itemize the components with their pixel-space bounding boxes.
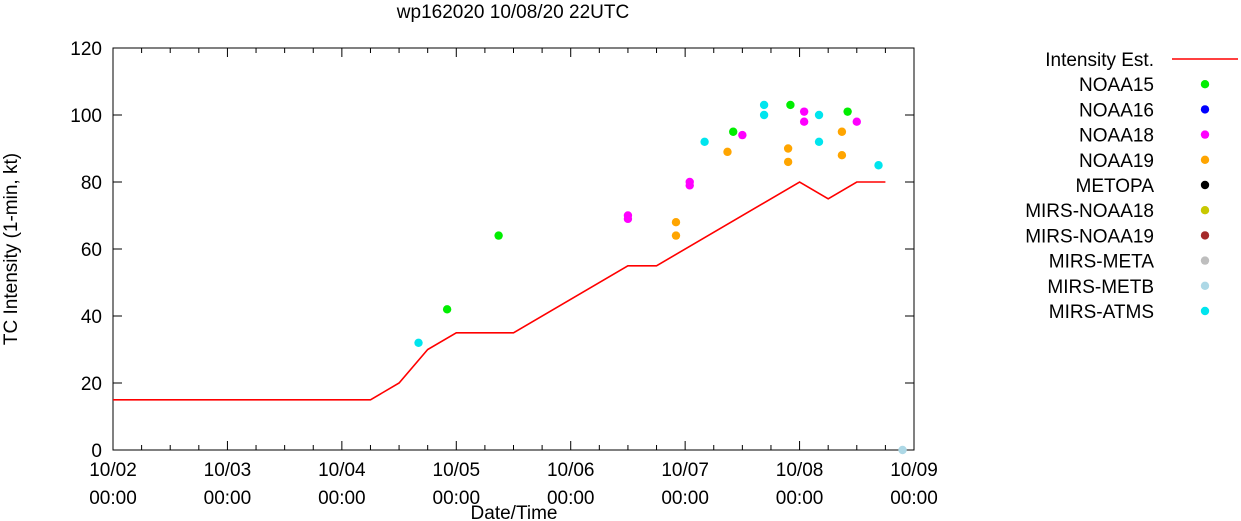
plot-frame (112, 47, 915, 451)
noaa19-point (837, 151, 847, 160)
mirs-atms-point (814, 137, 824, 146)
x-tick-label-time: 00:00 (661, 488, 709, 509)
legend-label-mirs-noaa18: MIRS-NOAA18 (1025, 201, 1154, 222)
mirs-atms-point (414, 338, 423, 347)
x-tick-label-time: 00:00 (890, 488, 938, 509)
y-tick-label: 40 (81, 307, 102, 328)
noaa15-point (729, 127, 738, 136)
x-tick-label-date: 10/09 (890, 460, 938, 481)
y-axis-label: TC Intensity (1-min, kt) (1, 153, 22, 345)
noaa19-point (723, 147, 732, 157)
legend-label-metopa: METOPA (1076, 176, 1155, 197)
noaa15-point (494, 231, 503, 240)
legend-swatch-metopa (1200, 180, 1210, 190)
mirs-atms-point (759, 100, 769, 110)
noaa19-point (671, 218, 681, 227)
scatter-points-group (414, 100, 907, 455)
y-tick-label: 60 (81, 240, 102, 261)
x-tick-label-time: 00:00 (433, 488, 481, 509)
noaa18-point (623, 214, 633, 224)
chart-title: wp162020 10/08/20 22UTC (396, 2, 629, 23)
mirs-atms-point (874, 161, 883, 170)
legend-swatch-mirs-noaa19 (1200, 231, 1210, 240)
noaa19-point (783, 157, 793, 167)
y-tick-label: 80 (81, 173, 102, 194)
noaa19-point (783, 144, 793, 153)
y-tick-label: 0 (91, 441, 102, 462)
legend-swatch-mirs-noaa18 (1200, 206, 1210, 215)
noaa15-point (786, 100, 795, 110)
x-tick-label-date: 10/03 (204, 460, 252, 481)
x-tick-label-date: 10/07 (661, 460, 709, 481)
x-axis-label: Date/Time (471, 503, 558, 521)
x-tick-label-date: 10/04 (318, 460, 366, 481)
legend-swatch-mirs-atms (1200, 306, 1210, 316)
legend-label-noaa15: NOAA15 (1079, 75, 1154, 96)
x-tick-label-date: 10/06 (547, 460, 595, 481)
noaa19-point (837, 127, 847, 136)
mirs-atms-point (700, 137, 709, 146)
x-tick-label-time: 00:00 (89, 488, 137, 509)
mirs-atms-point (814, 110, 824, 120)
legend-swatch-noaa18 (1200, 130, 1210, 139)
x-tick-label-date: 10/02 (89, 460, 137, 481)
x-tick-label-date: 10/08 (776, 460, 824, 481)
mirs-metb-point (898, 445, 907, 455)
legend-swatch-mirs-meta (1200, 256, 1210, 265)
x-tick-label-time: 00:00 (776, 488, 824, 509)
noaa18-point (799, 107, 809, 116)
y-tick-label: 100 (70, 106, 102, 127)
noaa15-point (442, 305, 452, 314)
legend-label-mirs-noaa19: MIRS-NOAA19 (1025, 226, 1154, 247)
noaa18-point (799, 117, 809, 126)
legend-label-noaa19: NOAA19 (1079, 151, 1154, 172)
axes-group: 0 20 40 60 80 100 120 10/02 00:00 10/03 00:00 10/04… (70, 39, 937, 509)
intensity-line-group (113, 181, 886, 401)
intensity-est-line (113, 181, 886, 401)
legend-label-mirs-metb: MIRS-METB (1047, 277, 1154, 298)
legend-label-noaa18: NOAA18 (1079, 126, 1154, 147)
y-tick-label: 20 (81, 374, 102, 395)
noaa15-point (843, 107, 852, 116)
x-tick-label-time: 00:00 (204, 488, 252, 509)
mirs-atms-point (759, 110, 769, 120)
y-tick-label: 120 (70, 39, 102, 60)
x-tick-label-time: 00:00 (318, 488, 366, 509)
legend-swatch-noaa15 (1200, 80, 1210, 89)
noaa18-point (738, 130, 747, 140)
legend-label-intensity-est: Intensity Est. (1045, 50, 1154, 71)
legend-swatch-mirs-metb (1200, 281, 1210, 290)
noaa19-point (671, 231, 681, 240)
noaa18-point (852, 117, 861, 126)
noaa18-point (685, 181, 694, 190)
legend: Intensity Est. NOAA15 NOAA16 NOAA18 NOAA19 ME… (1025, 50, 1238, 323)
x-tick-label-date: 10/05 (433, 460, 481, 481)
legend-swatch-noaa19 (1200, 155, 1210, 164)
x-tick-label-time: 00:00 (547, 488, 595, 509)
legend-label-noaa16: NOAA16 (1079, 100, 1154, 121)
legend-label-mirs-atms: MIRS-ATMS (1049, 302, 1154, 323)
legend-swatch-noaa16 (1200, 105, 1210, 114)
legend-label-mirs-meta: MIRS-META (1049, 252, 1155, 273)
